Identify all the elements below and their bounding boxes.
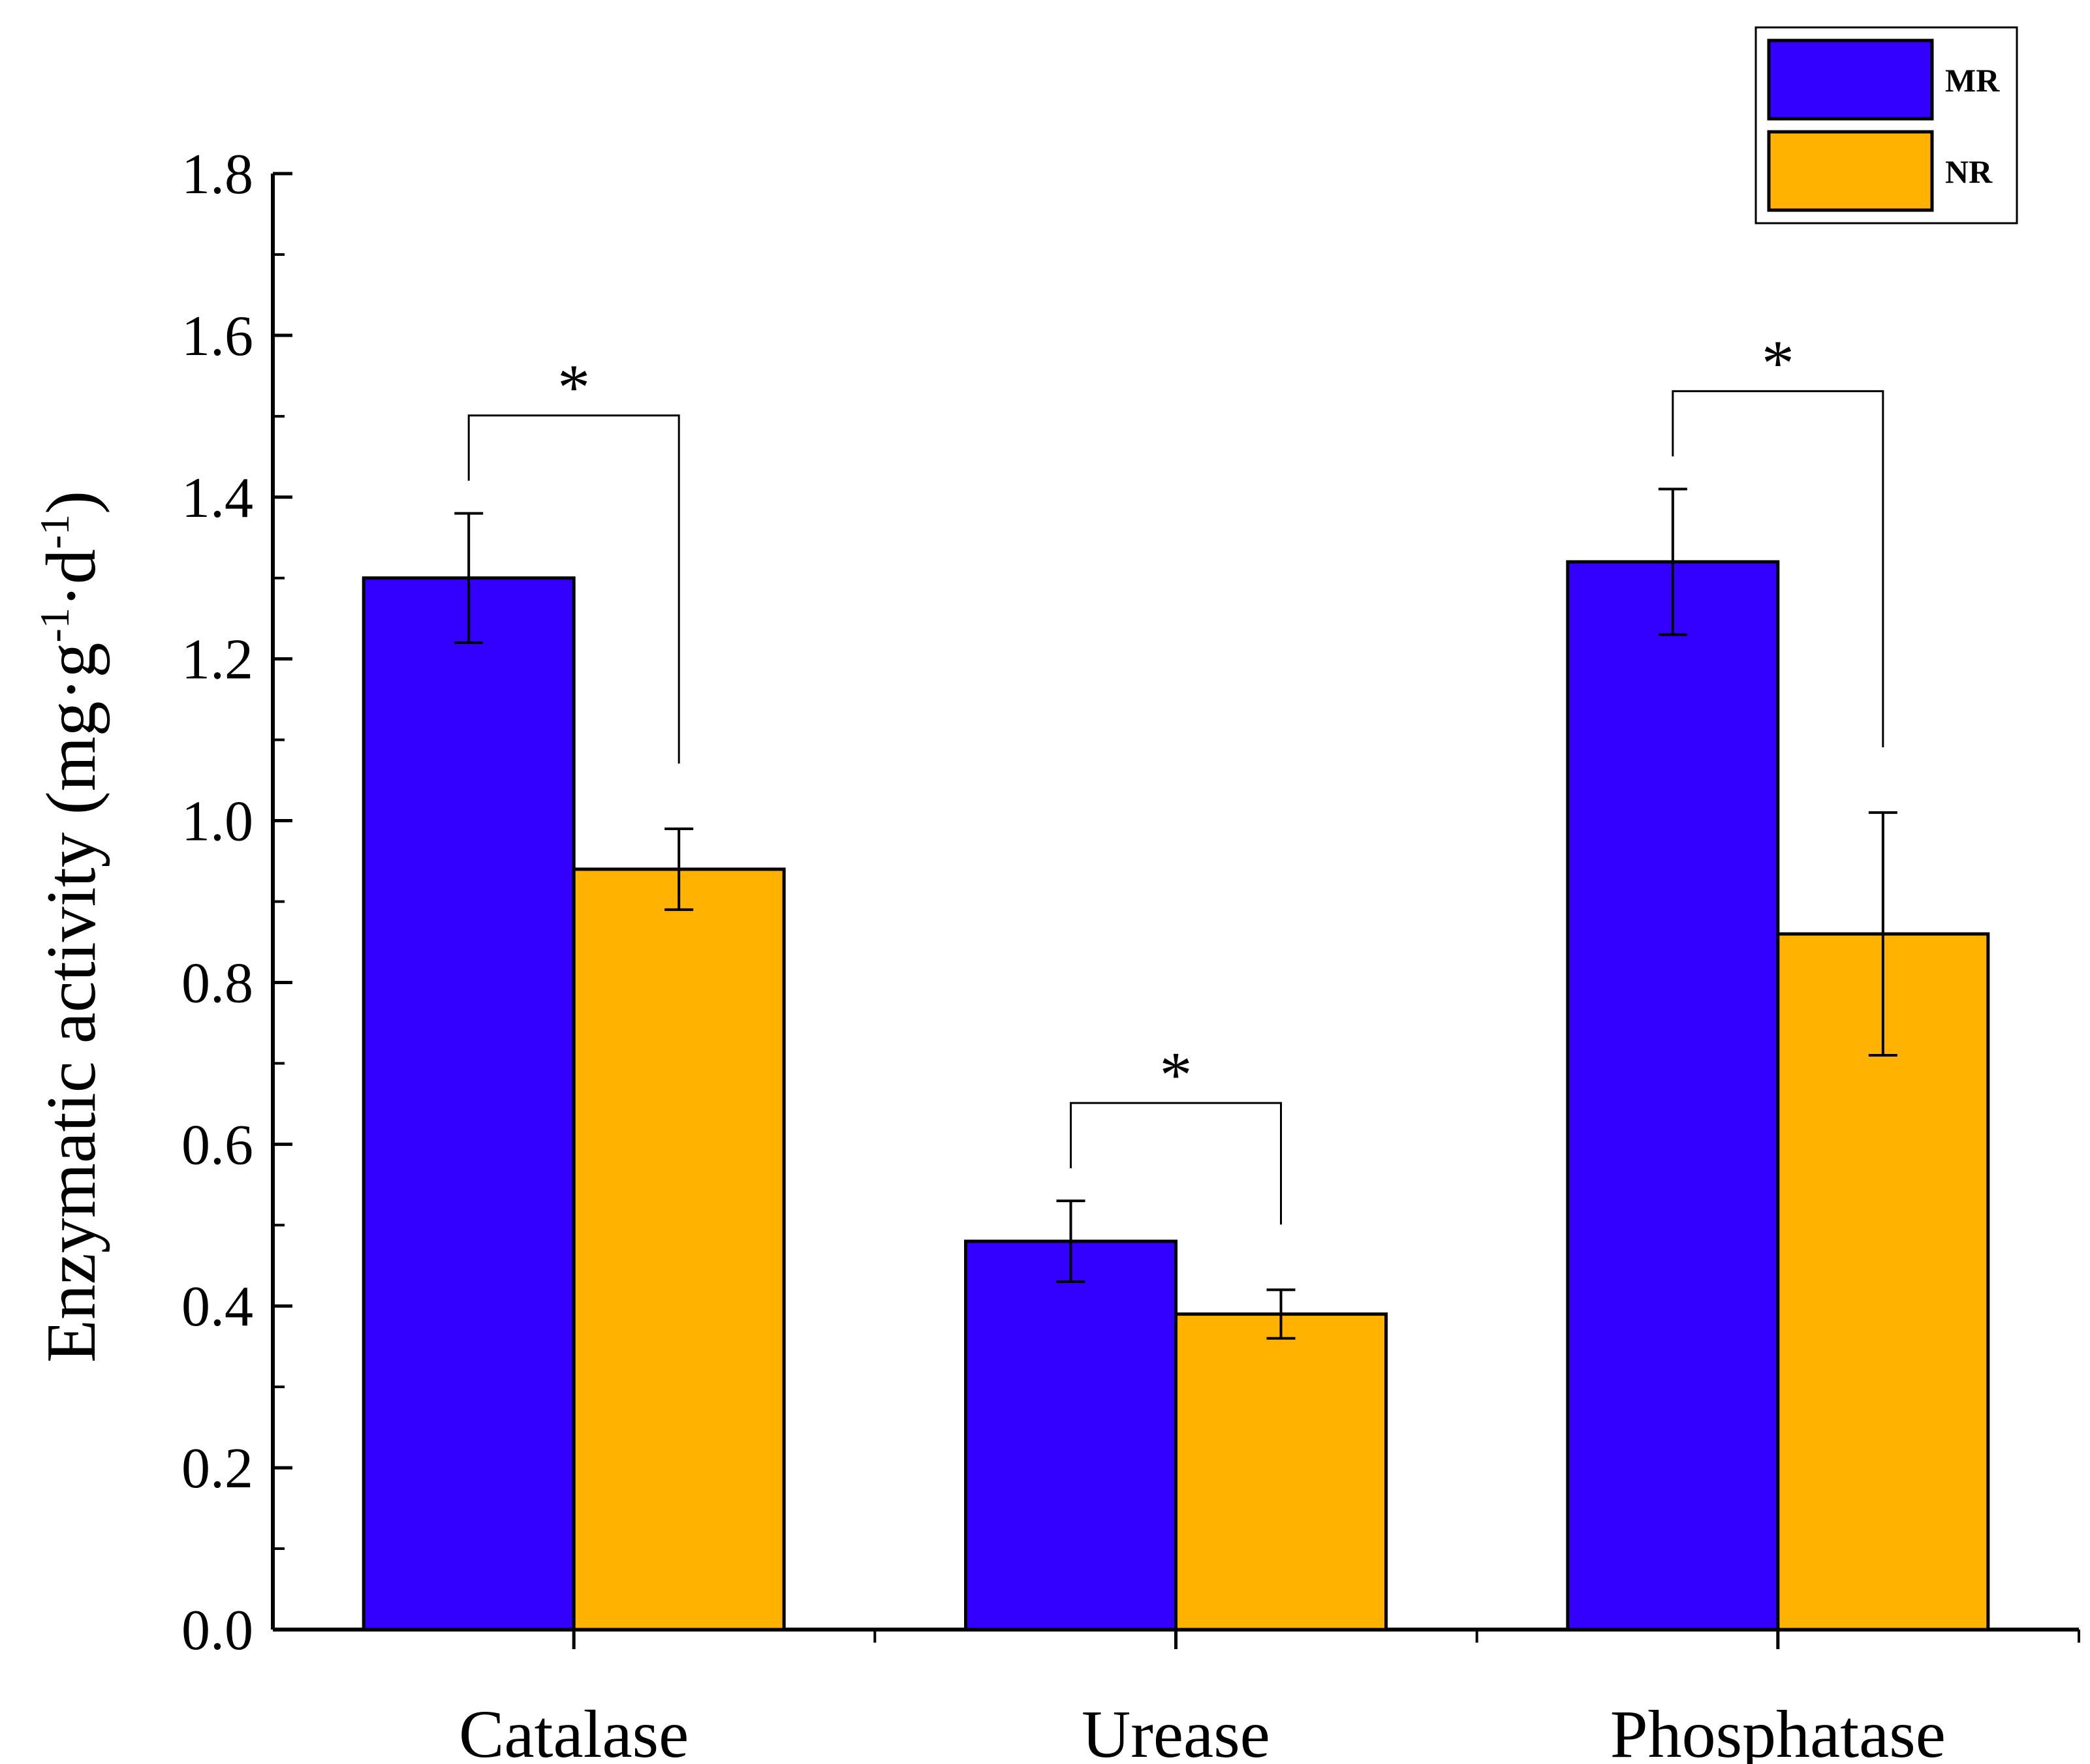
- y-tick-label: 1.4: [181, 467, 253, 530]
- y-axis-title-main: Enzymatic activity (mg·g: [33, 642, 110, 1363]
- y-tick-label: 0.2: [181, 1437, 253, 1500]
- significance-bracket: [1672, 390, 1884, 748]
- bar-nr-catalase: [572, 867, 786, 1632]
- bar-mr-phosphatase: [1566, 560, 1780, 1632]
- bars: [362, 560, 1990, 1632]
- significance-star: *: [1160, 1038, 1193, 1111]
- y-tick-label: 0.6: [181, 1113, 253, 1177]
- x-tick-label: Catalase: [459, 1697, 689, 1764]
- y-tick-label: 0.8: [181, 952, 253, 1015]
- legend-label-nr: NR: [1945, 153, 1993, 190]
- error-bars: [454, 487, 1897, 1340]
- y-tick-label: 0.4: [181, 1275, 253, 1338]
- significance-bracket: [467, 414, 680, 764]
- bar-mr-catalase: [362, 576, 576, 1632]
- significance-markers: * * *: [467, 326, 1884, 1225]
- y-axis-title-mid: ·d: [33, 549, 110, 608]
- significance-star: *: [557, 351, 590, 424]
- y-axis-title-sup2: -1: [31, 514, 78, 549]
- significance-bracket: [1070, 1102, 1282, 1225]
- y-tick-label: 1.0: [181, 790, 253, 854]
- legend-swatch-nr: [1767, 130, 1934, 212]
- y-axis-title-end: ): [33, 491, 110, 514]
- y-tick-label: 1.2: [181, 628, 253, 692]
- legend-label-mr: MR: [1945, 62, 2000, 99]
- y-axis-title: Enzymatic activity (mg·g-1·d-1): [31, 491, 110, 1363]
- bar-mr-urease: [964, 1239, 1178, 1632]
- legend: MR NR: [1755, 26, 2018, 224]
- legend-swatch-mr: [1767, 39, 1934, 121]
- y-tick-label: 0.0: [181, 1599, 253, 1662]
- x-axis: Catalase Urease Phosphatase: [273, 1628, 2080, 1764]
- significance-star: *: [1762, 326, 1794, 399]
- x-tick-label: Urease: [1082, 1697, 1270, 1764]
- y-tick-label: 1.6: [181, 305, 253, 368]
- x-tick-label: Phosphatase: [1610, 1697, 1946, 1764]
- y-axis-title-sup1: -1: [31, 608, 78, 642]
- y-axis: 0.0 0.2 0.4 0.6 0.8 1.0 1.2 1.4 1.6 1.8: [181, 143, 292, 1662]
- y-tick-label: 1.8: [181, 143, 253, 206]
- bar-nr-urease: [1174, 1312, 1388, 1632]
